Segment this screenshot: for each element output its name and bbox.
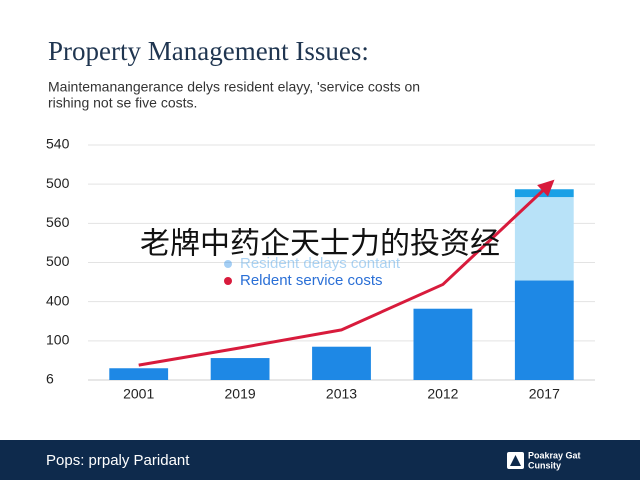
legend-swatch xyxy=(224,260,232,268)
legend-swatch xyxy=(224,277,232,285)
bar xyxy=(514,197,574,281)
y-tick-label: 500 xyxy=(46,175,70,191)
chart-title: Property Management Issues: xyxy=(48,36,369,66)
y-tick-label: 6 xyxy=(46,371,54,387)
watermark: 老牌中药企天士力的投资经 xyxy=(140,227,500,262)
arrow-head xyxy=(537,179,555,197)
x-tick-label: 2019 xyxy=(225,386,256,402)
logo-text: Cunsity xyxy=(528,460,561,470)
bar xyxy=(109,368,169,380)
subtitle: Maintemanangerance delys resident elayy,… xyxy=(48,79,420,95)
line xyxy=(138,188,546,367)
bar xyxy=(210,358,270,380)
logo-text: Poakray Gat xyxy=(528,450,581,460)
y-tick-label: 100 xyxy=(46,332,70,348)
y-tick-label: 400 xyxy=(46,292,70,308)
bar xyxy=(514,189,574,198)
x-tick-label: 2017 xyxy=(529,386,560,402)
legend-label: Resident delays contant xyxy=(240,255,401,272)
x-tick-label: 2012 xyxy=(427,386,458,402)
legend-label: Reldent service costs xyxy=(240,272,383,289)
footer-bar xyxy=(0,440,640,480)
plot-area: 6 100 400 500 560 500 540 2001 2019 2013 2012 2017 xyxy=(46,136,595,402)
logo-mark xyxy=(510,455,521,466)
x-tick-label: 2013 xyxy=(326,386,357,402)
bar xyxy=(312,346,371,380)
bar xyxy=(413,308,473,380)
y-tick-label: 560 xyxy=(46,214,70,230)
footer-text: Pops: prpaly Paridant xyxy=(46,452,190,469)
x-tick-label: 2001 xyxy=(123,386,154,402)
subtitle: rishing not se five costs. xyxy=(48,95,197,111)
bar xyxy=(514,280,574,380)
y-tick-label: 540 xyxy=(46,136,70,152)
y-tick-label: 500 xyxy=(46,253,70,269)
